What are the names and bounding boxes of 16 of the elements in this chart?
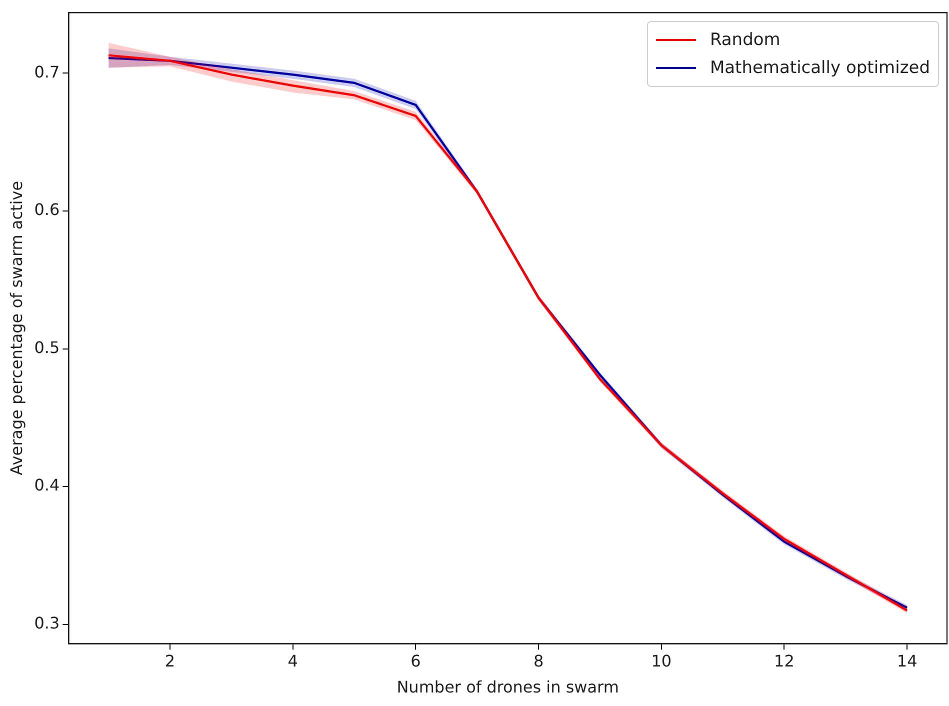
y-tick-label: 0.6 (34, 200, 60, 220)
x-tick-label: 4 (288, 651, 298, 670)
x-tick-label: 12 (774, 651, 794, 670)
x-tick-label: 2 (164, 651, 176, 670)
y-tick-label: 0.3 (34, 613, 60, 632)
y-tick-label: 0.4 (34, 476, 60, 495)
x-tick-label: 6 (410, 651, 421, 670)
x-tick-label: 8 (533, 651, 544, 670)
legend-label: Random (710, 30, 780, 50)
x-tick-label: 10 (651, 651, 672, 670)
y-tick-label: 0.5 (34, 338, 60, 357)
x-tick-label: 14 (896, 651, 918, 670)
y-axis-title: Average percentage of swarm active (6, 180, 26, 476)
y-tick-label: 0.7 (34, 62, 60, 82)
legend-label: Mathematically optimized (710, 58, 930, 78)
x-axis-title: Number of drones in swarm (396, 678, 619, 697)
